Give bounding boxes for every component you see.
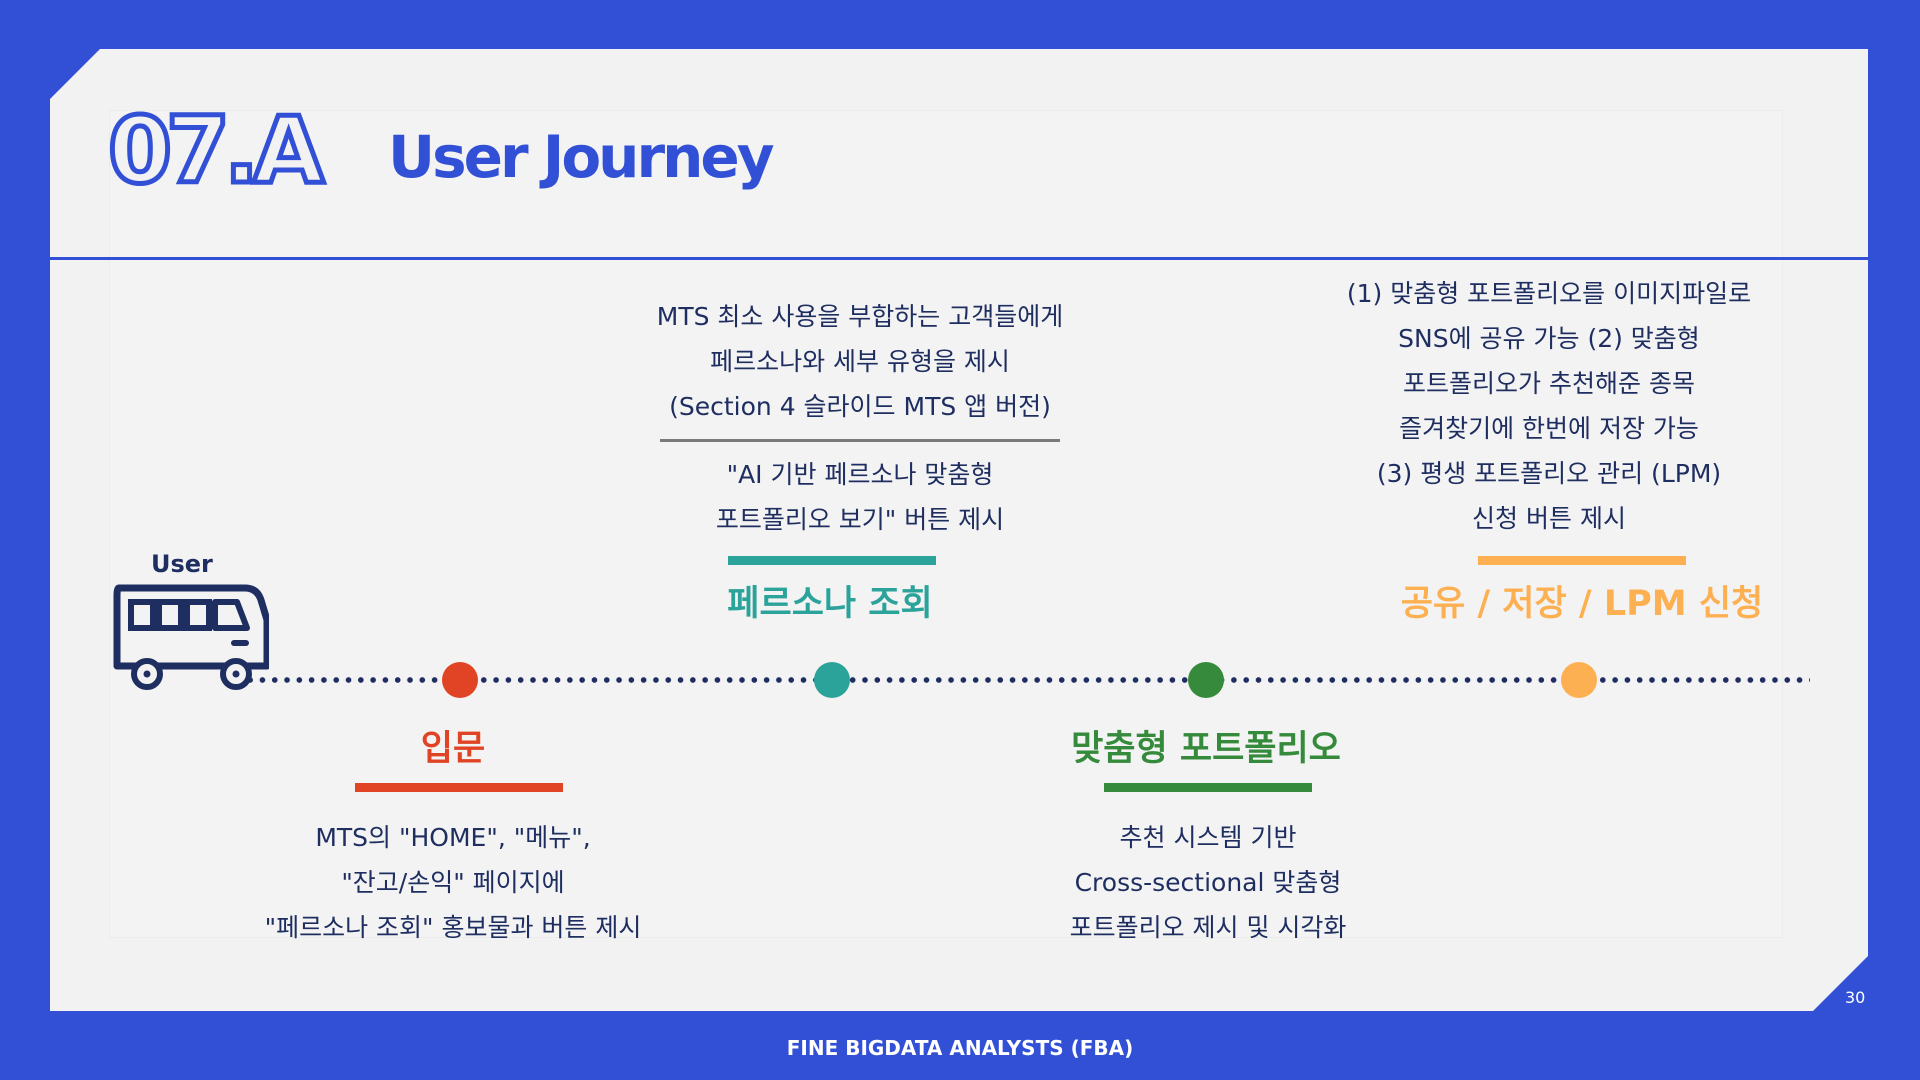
- journey-timeline: [244, 677, 1810, 683]
- stage-portfolio-description: 추천 시스템 기반 Cross-sectional 맞춤형 포트폴리오 제시 및…: [1069, 823, 1347, 942]
- stage-portfolio-bar: [1104, 783, 1312, 792]
- stage-persona-bar: [728, 556, 936, 565]
- footer-text: FINE BIGDATA ANALYSTS (FBA): [786, 1036, 1134, 1060]
- stage-share-label: 공유 / 저장 / LPM 신청: [1400, 584, 1764, 624]
- stage-entry-label: 입문: [420, 729, 486, 769]
- stage-portfolio-node: [1188, 662, 1224, 698]
- header-divider: [50, 257, 1868, 260]
- stage-persona-description: MTS 최소 사용을 부합하는 고객들에게 페르소나와 세부 유형을 제시 (S…: [656, 302, 1064, 534]
- stage-persona-node: [814, 662, 850, 698]
- description-separator: [660, 439, 1060, 442]
- stage-share-description: (1) 맞춤형 포트폴리오를 이미지파일로 SNS에 공유 가능 (2) 맞춤형…: [1346, 279, 1752, 533]
- bus-icon: [109, 580, 269, 692]
- stage-share-bar: [1478, 556, 1686, 565]
- page-number: 30: [1845, 988, 1866, 1007]
- slide-card: 07.A User Journey MTS 최소 사용을 부합하는 고객들에게 …: [50, 49, 1868, 1011]
- user-label: User: [151, 550, 213, 578]
- stage-entry-bar: [355, 783, 563, 792]
- stage-portfolio-label: 맞춤형 포트폴리오: [1071, 729, 1341, 769]
- stage-entry-description: MTS의 "HOME", "메뉴", "잔고/손익" 페이지에 "페르소나 조회…: [264, 823, 642, 942]
- section-number: 07.A: [108, 97, 319, 204]
- content-panel: [110, 111, 1782, 937]
- stage-persona-label: 페르소나 조회: [727, 584, 933, 624]
- page-title: User Journey: [388, 123, 772, 191]
- stage-entry-node: [442, 662, 478, 698]
- stage-share-node: [1561, 662, 1597, 698]
